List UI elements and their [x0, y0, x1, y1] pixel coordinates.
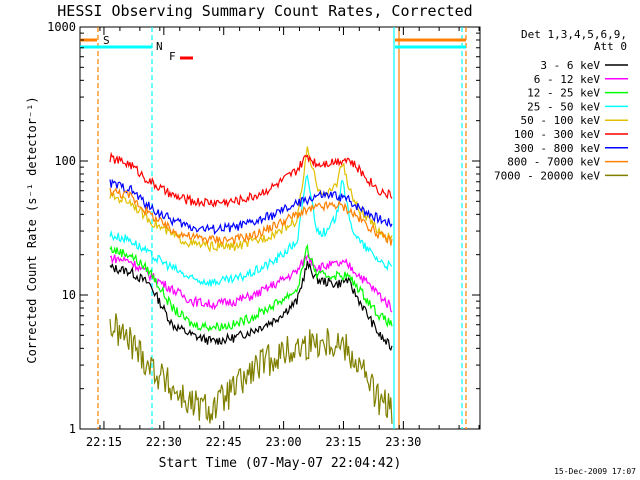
plot-frame: [79, 26, 481, 430]
series-line: [109, 243, 393, 333]
y-tick-label: 1: [69, 422, 76, 436]
legend-entry: 800 - 7000 keV: [507, 156, 600, 169]
legend-entry: 6 - 12 keV: [534, 73, 601, 86]
chart-title: HESSI Observing Summary Count Rates, Cor…: [57, 2, 472, 20]
x-tick-label: 22:30: [146, 435, 182, 449]
annotation-label: F: [169, 50, 176, 63]
y-tick-label: 100: [54, 154, 76, 168]
series-line: [109, 178, 393, 236]
legend-entry: 100 - 300 keV: [514, 128, 600, 141]
legend-header: Att 0: [594, 40, 627, 53]
footer-date: 15-Dec-2009 17:07: [554, 467, 636, 476]
legend-entry: 25 - 50 keV: [527, 100, 600, 113]
y-axis-ticks: 1 10 100 1000: [47, 20, 480, 436]
series-line: [109, 146, 393, 253]
legend-header: Det 1,3,4,5,6,9,: [521, 28, 627, 41]
legend-entry: 3 - 6 keV: [540, 59, 600, 72]
annotation-layer: S NF: [80, 34, 466, 63]
legend-entry: 50 - 100 keV: [521, 114, 601, 127]
legend-entry: 300 - 800 keV: [514, 142, 600, 155]
x-tick-label: 23:15: [325, 435, 361, 449]
x-axis-ticks: 22:15 22:30 22:45 23:00 23:15 23:30: [79, 27, 480, 449]
y-tick-label: 1000: [47, 20, 76, 34]
x-tick-label: 22:15: [86, 435, 122, 449]
series-lines: [109, 146, 393, 424]
annotation-label: S: [103, 34, 110, 47]
x-axis-label: Start Time (07-May-07 22:04:42): [159, 456, 402, 471]
y-tick-label: 10: [62, 288, 76, 302]
x-tick-label: 22:45: [206, 435, 242, 449]
y-axis-label: Corrected Count Rate (s⁻¹ detector⁻¹): [25, 96, 39, 363]
vertical-markers: [97, 27, 467, 429]
legend-entry: 7000 - 20000 keV: [494, 169, 600, 182]
annotation-label: N: [156, 40, 163, 53]
x-tick-label: 23:00: [266, 435, 302, 449]
x-tick-label: 23:30: [385, 435, 421, 449]
series-line: [109, 260, 393, 351]
series-line: [109, 151, 393, 209]
series-line: [109, 313, 393, 424]
series-line: [109, 187, 393, 246]
legend-entry: 12 - 25 keV: [527, 87, 600, 100]
